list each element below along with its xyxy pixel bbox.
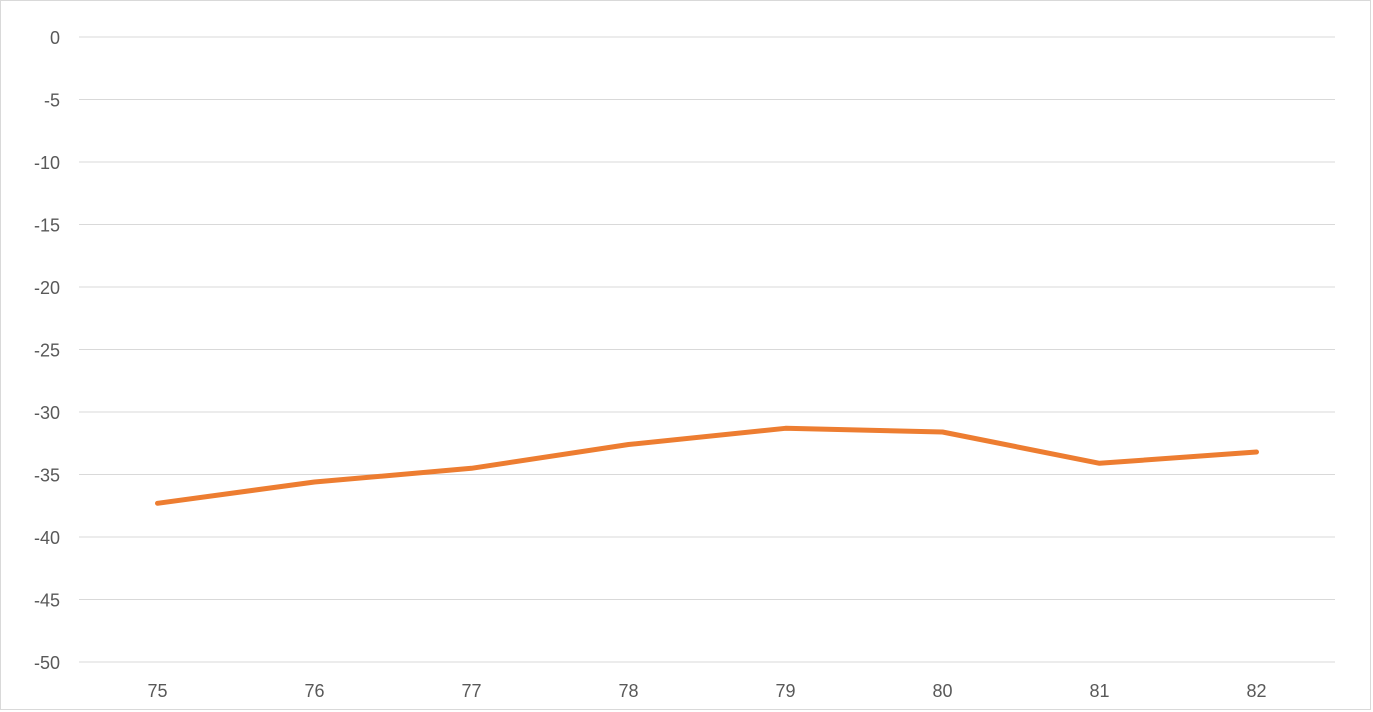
- x-axis-ticks: 75 76 77 78 79 80 81 82: [147, 681, 1266, 701]
- x-tick-label: 75: [147, 681, 167, 701]
- y-axis-ticks: 0 -5 -10 -15 -20 -25 -30 -35 -40 -45 -50: [34, 28, 60, 673]
- series-line: [155, 425, 1259, 506]
- y-tick-label: -20: [34, 278, 60, 298]
- x-tick-label: 79: [775, 681, 795, 701]
- y-tick-label: -50: [34, 653, 60, 673]
- x-tick-label: 78: [618, 681, 638, 701]
- x-tick-label: 81: [1089, 681, 1109, 701]
- x-tick-label: 76: [304, 681, 324, 701]
- x-tick-label: 77: [461, 681, 481, 701]
- x-tick-label: 80: [932, 681, 952, 701]
- gridlines: [79, 36, 1335, 663]
- y-tick-label: -40: [34, 528, 60, 548]
- y-tick-label: -15: [34, 216, 60, 236]
- y-tick-label: -5: [44, 91, 60, 111]
- series-layer: [155, 425, 1259, 506]
- y-tick-label: -30: [34, 403, 60, 423]
- y-tick-label: 0: [50, 28, 60, 48]
- y-tick-label: -35: [34, 466, 60, 486]
- y-tick-label: -10: [34, 153, 60, 173]
- x-tick-label: 82: [1246, 681, 1266, 701]
- y-tick-label: -45: [34, 591, 60, 611]
- y-tick-label: -25: [34, 341, 60, 361]
